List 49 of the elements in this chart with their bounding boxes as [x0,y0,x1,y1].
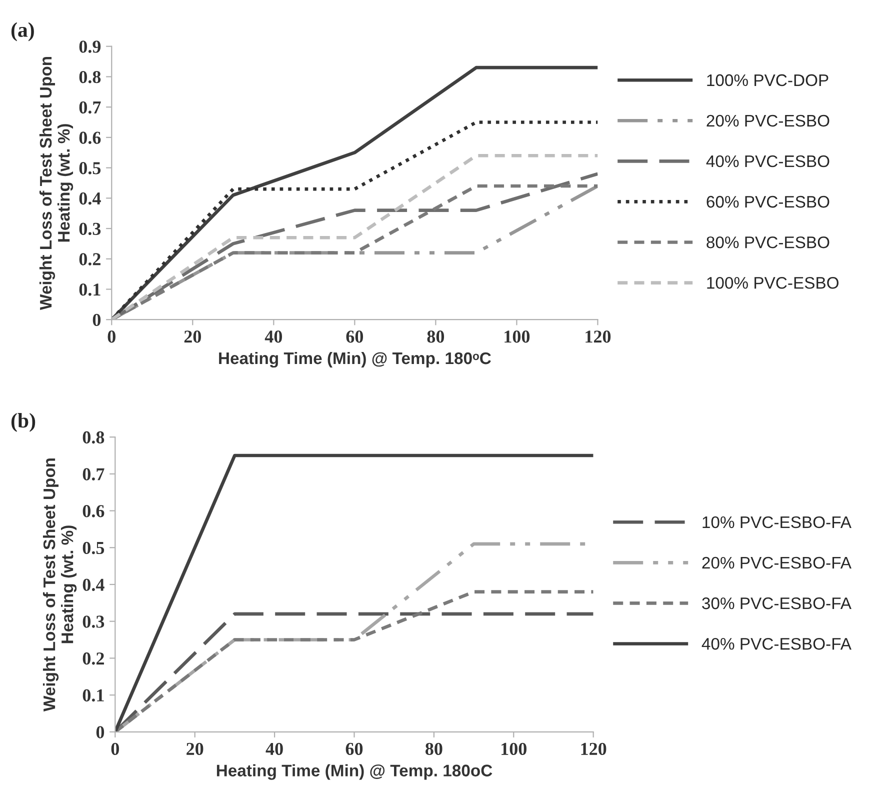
y-tick-label: 0.4 [79,192,101,205]
x-tick-label: 100 [502,742,526,756]
y-tick-label: 0.6 [79,132,101,144]
y-tick-label: 0.1 [79,283,100,296]
x-tick-label: 40 [264,330,282,343]
x-tick-label: 40 [266,742,283,756]
legend-label: 40% PVC-ESBO [706,155,830,168]
chart-title: (a) [11,22,34,42]
legend-label: 80% PVC-ESBO [706,236,830,248]
chart-title: (b) [11,413,36,432]
y-tick-label: 0.8 [79,70,101,84]
y-tick-label: 0.6 [82,505,104,518]
x-tick-label: 0 [108,330,116,343]
legend-label: 20% PVC-ESBO [706,114,830,127]
y-tick-label: 0.2 [79,253,100,266]
x-tick-label: 20 [186,742,204,756]
legend-label: 60% PVC-ESBO [706,196,830,208]
y-tick-label: 0.7 [82,468,104,480]
x-tick-label: 60 [346,330,364,343]
x-tick-label: 80 [426,742,442,756]
x-tick-label: 120 [581,742,606,756]
legend-label: 40% PVC-ESBO-FA [702,638,852,650]
x-tick-label: 20 [184,330,201,343]
y-tick-label: 0.4 [82,578,104,591]
y-axis-title: Weight Loss of Test Sheet Upon Heating (wt. %) [42,458,77,712]
x-tick-label: 0 [111,742,119,756]
y-tick-label: 0.9 [79,40,101,53]
legend-label: 10% PVC-ESBO-FA [702,516,852,528]
y-tick-label: 0.2 [82,652,104,665]
x-tick-label: 100 [504,330,530,343]
y-axis-title: Weight Loss of Test Sheet Upon Heating (wt. %) [39,56,74,310]
y-tick-label: 0 [92,314,101,326]
legend-label: 20% PVC-ESBO-FA [702,556,852,569]
y-tick-label: 0.7 [79,101,101,114]
x-axis-title: Heating Time (Min) @ Temp. 180ᵒC [219,352,491,368]
legend-label: 100% PVC-ESBO [707,276,839,289]
y-tick-label: 0.3 [79,222,101,236]
y-tick-label: 0.5 [82,542,104,554]
x-axis-title: Heating Time (Min) @ Temp. 180oC [216,764,492,780]
x-tick-label: 120 [586,330,611,343]
y-tick-label: 0.3 [82,616,104,628]
y-tick-label: 0.5 [79,162,101,174]
legend-label: 30% PVC-ESBO-FA [702,597,852,610]
x-tick-label: 80 [427,330,444,343]
y-tick-label: 0.8 [82,431,104,444]
x-tick-label: 60 [346,742,363,756]
y-tick-label: 0.1 [82,689,104,702]
legend-label: 100% PVC-DOP [707,74,828,86]
y-tick-label: 0 [96,726,104,738]
